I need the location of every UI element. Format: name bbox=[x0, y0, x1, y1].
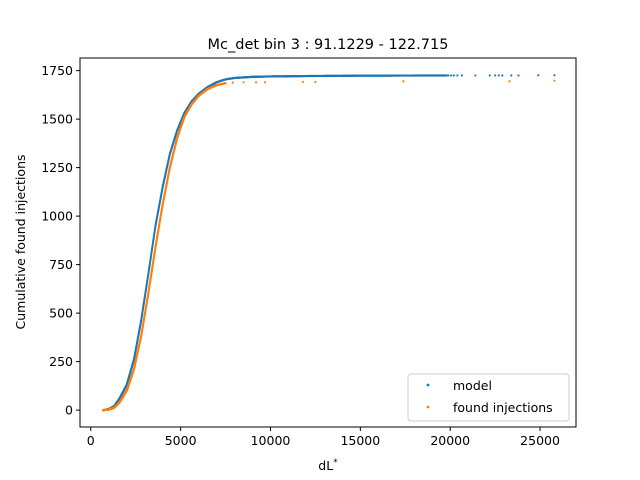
data-point bbox=[452, 74, 455, 77]
legend-label-model: model bbox=[453, 378, 492, 393]
legend-label-found: found injections bbox=[453, 400, 553, 415]
data-point bbox=[553, 74, 556, 77]
x-axis-label-text: dL bbox=[318, 458, 333, 473]
data-point bbox=[450, 74, 453, 77]
data-point bbox=[494, 74, 497, 77]
x-axis-label-superscript: * bbox=[333, 458, 338, 468]
data-point bbox=[224, 82, 227, 85]
y-tick-label: 500 bbox=[49, 306, 73, 321]
data-point bbox=[231, 81, 234, 84]
data-point bbox=[445, 74, 448, 77]
x-tick-label: 15000 bbox=[340, 433, 380, 448]
data-points bbox=[102, 74, 556, 412]
legend: model found injections bbox=[407, 373, 570, 422]
x-tick-label: 5000 bbox=[165, 433, 197, 448]
data-point bbox=[456, 74, 459, 77]
x-axis-label: dL* bbox=[318, 458, 338, 473]
data-point bbox=[508, 80, 511, 83]
data-point bbox=[537, 74, 540, 77]
y-axis-ticks: 0 250 500 750 1000 1250 1500 1750 bbox=[41, 63, 80, 418]
data-point bbox=[510, 74, 513, 77]
data-point bbox=[460, 74, 463, 77]
data-point bbox=[314, 80, 317, 83]
legend-box bbox=[407, 373, 570, 422]
data-point bbox=[447, 74, 450, 77]
data-point bbox=[264, 81, 267, 84]
data-point bbox=[402, 80, 405, 83]
x-tick-label: 10000 bbox=[251, 433, 291, 448]
y-axis-label: Cumulative found injections bbox=[13, 154, 28, 329]
x-tick-label: 20000 bbox=[430, 433, 470, 448]
y-tick-label: 1500 bbox=[41, 112, 73, 127]
data-point bbox=[301, 80, 304, 83]
x-axis-ticks: 0 5000 10000 15000 20000 25000 bbox=[87, 427, 560, 448]
data-point bbox=[497, 74, 500, 77]
x-tick-label: 0 bbox=[87, 433, 95, 448]
data-point bbox=[255, 81, 258, 84]
data-point bbox=[501, 74, 504, 77]
data-point bbox=[242, 81, 245, 84]
y-tick-label: 0 bbox=[65, 403, 73, 418]
x-tick-label: 25000 bbox=[520, 433, 560, 448]
data-point bbox=[488, 74, 491, 77]
chart-title: Mc_det bin 3 : 91.1229 - 122.715 bbox=[208, 37, 449, 53]
y-tick-label: 250 bbox=[49, 354, 73, 369]
y-tick-label: 1750 bbox=[41, 63, 73, 78]
data-point bbox=[517, 74, 520, 77]
y-tick-label: 1250 bbox=[41, 160, 73, 175]
y-tick-label: 750 bbox=[49, 257, 73, 272]
data-point bbox=[474, 74, 477, 77]
y-tick-label: 1000 bbox=[41, 209, 73, 224]
data-point bbox=[553, 79, 556, 82]
legend-marker-model bbox=[426, 383, 430, 387]
plot-frame bbox=[79, 57, 577, 428]
legend-marker-found bbox=[426, 405, 430, 409]
series-found-injections bbox=[102, 79, 556, 412]
